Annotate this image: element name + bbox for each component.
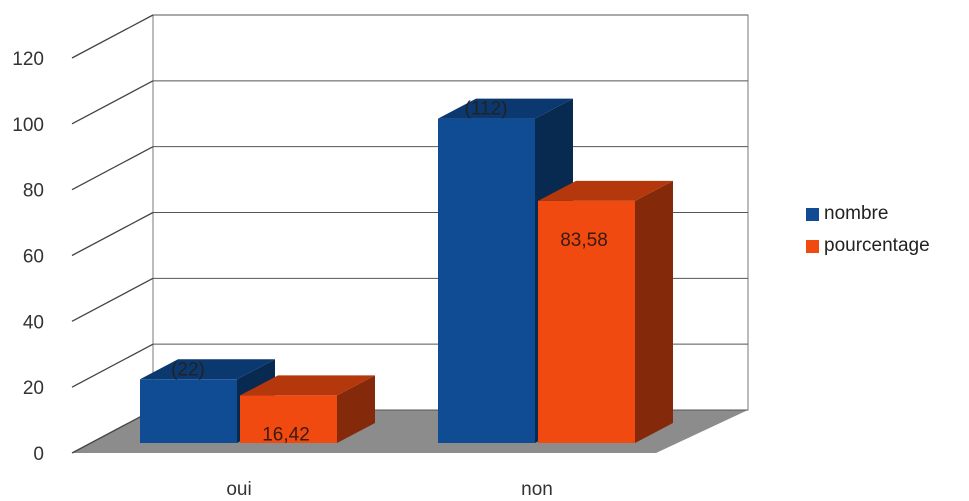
legend-swatch-pourcentage [806, 239, 819, 253]
data-label-nombre-non: (112) [465, 99, 508, 120]
data-label-nombre-oui: (22) [171, 359, 205, 380]
x-tick-label-non: non [521, 479, 553, 500]
grid-side-80 [71, 146, 154, 191]
y-tick-label: 20 [23, 378, 44, 399]
bar-nombre-oui [140, 379, 237, 443]
grid-side-120 [71, 14, 154, 59]
grid-side-20 [71, 343, 154, 388]
bar-side-pourcentage-oui [337, 375, 375, 443]
grid-side-60 [71, 211, 154, 257]
legend-item-pourcentage: pourcentage [806, 230, 930, 262]
legend-item-nombre: nombre [806, 198, 930, 230]
grid-side-0 [71, 409, 154, 454]
y-tick-label: 60 [23, 247, 44, 268]
bar-nombre-non [438, 118, 535, 443]
bar-pourcentage-oui [240, 395, 337, 443]
bar-top-pourcentage-non [538, 180, 673, 201]
legend: nombre pourcentage [806, 198, 930, 262]
grid-side-40 [71, 277, 154, 322]
bar-top-pourcentage-oui [240, 375, 375, 396]
data-label-pourcentage-oui: 16,42 [262, 424, 310, 445]
bar-side-pourcentage-non [635, 180, 673, 443]
y-tick-label: 40 [23, 312, 44, 333]
data-label-pourcentage-non: 83,58 [560, 230, 608, 251]
bar-pourcentage-non [538, 200, 635, 443]
legend-swatch-nombre [806, 207, 819, 221]
y-tick-label: 100 [12, 115, 44, 136]
legend-label-pourcentage: pourcentage [824, 235, 930, 256]
bar-top-nombre-non [438, 98, 573, 119]
legend-label-nombre: nombre [824, 203, 889, 224]
y-tick-label: 120 [12, 49, 44, 70]
grid-side-100 [71, 80, 154, 125]
bar-top-nombre-oui [140, 359, 275, 380]
y-tick-label: 0 [33, 444, 44, 465]
x-tick-label-oui: oui [226, 479, 251, 500]
y-tick-label: 80 [23, 181, 44, 202]
